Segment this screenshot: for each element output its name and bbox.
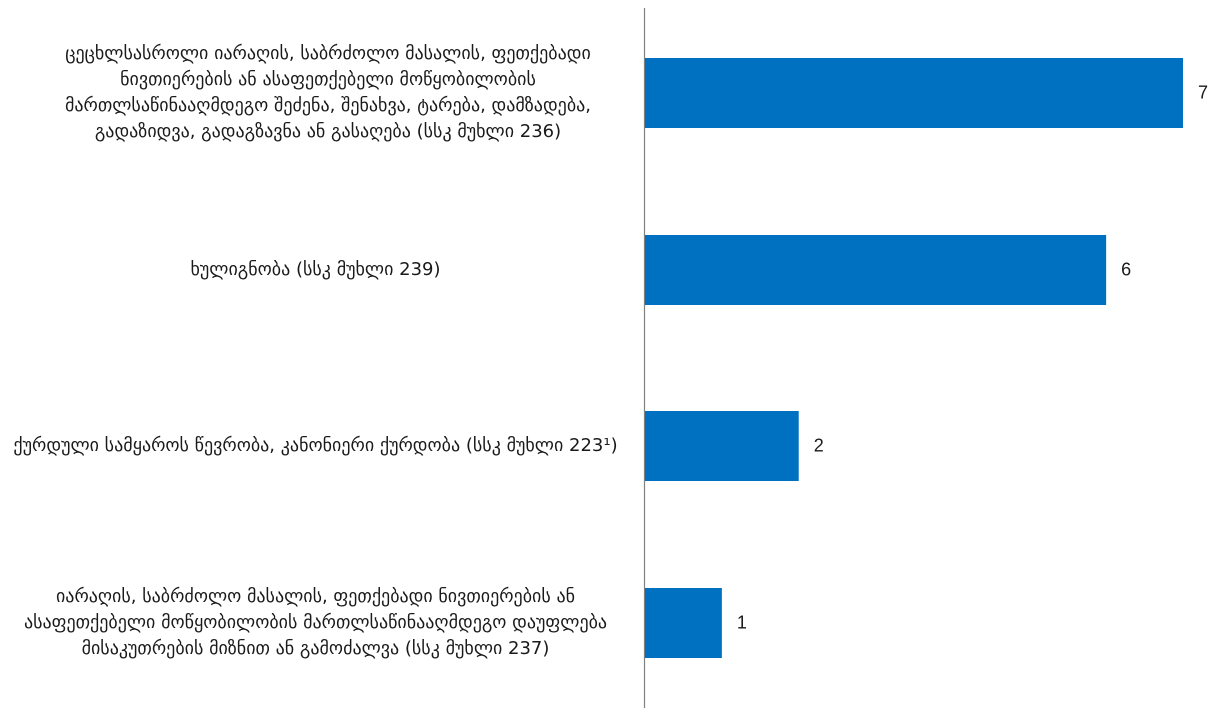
category-label-3: იარაღის, საბრძოლო მასალის, ფეთქებადი ნივ… (23, 586, 608, 659)
category-label-2: ქურდული სამყაროს წევრობა, კანონიერი ქურდ… (13, 435, 618, 456)
bar-3 (645, 588, 722, 658)
category-label-0: ცეცხლსასროლი იარაღის, საბრძოლო მასალის, … (64, 43, 591, 142)
data-label-3: 1 (736, 612, 747, 633)
bar-0 (645, 58, 1183, 128)
bar-1 (645, 235, 1107, 305)
bar-2 (645, 411, 799, 481)
data-label-1: 6 (1121, 259, 1132, 280)
data-label-0: 7 (1198, 82, 1209, 103)
data-label-2: 2 (813, 435, 824, 456)
category-label-1: ხულიგნობა (სსკ მუხლი 239) (190, 259, 441, 280)
